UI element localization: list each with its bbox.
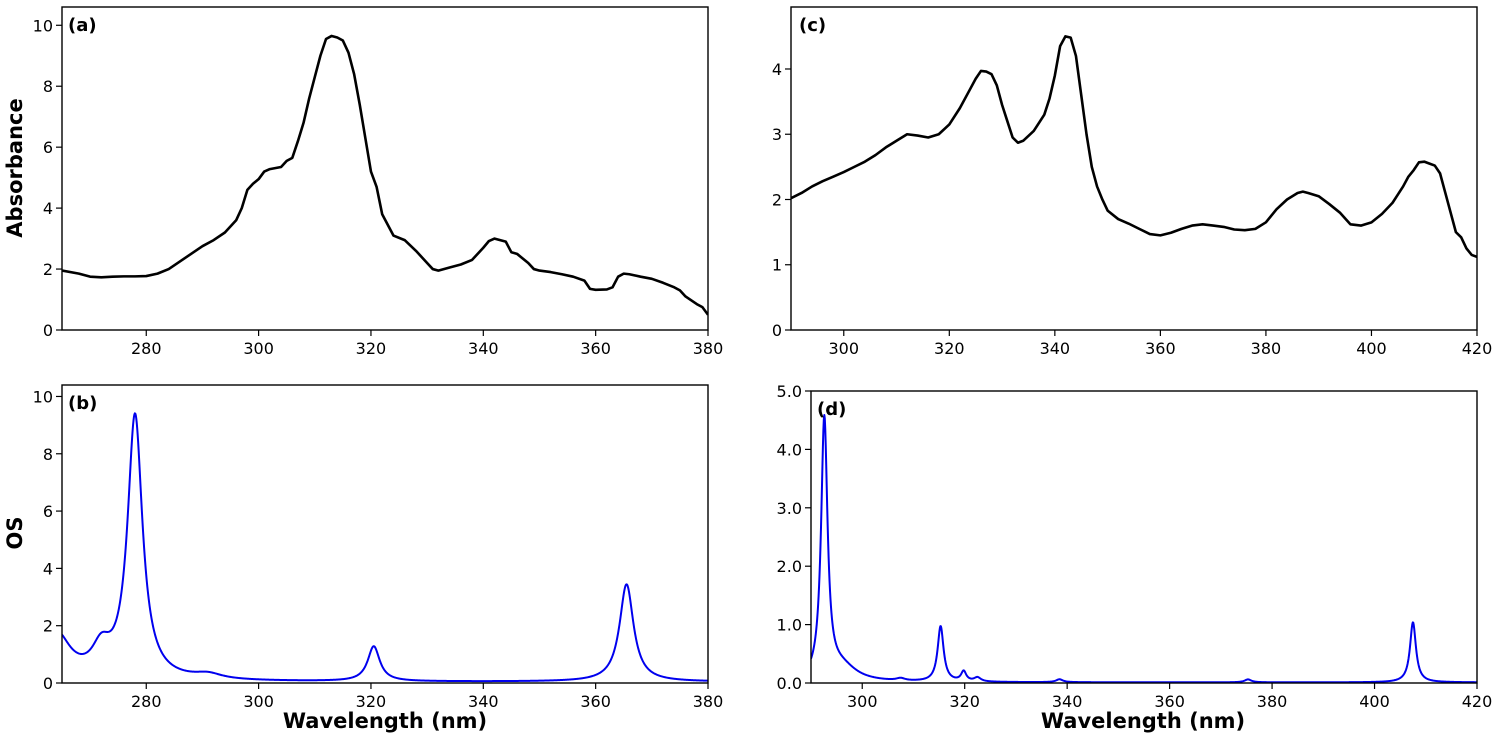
y-tick-label-c: 1 <box>772 256 782 275</box>
y-tick-label-a: 10 <box>33 16 53 35</box>
y-tick-label-b: 0 <box>43 674 53 693</box>
x-tick-label-d: 340 <box>1052 692 1083 711</box>
y-tick-label-d: 4.0 <box>777 440 802 459</box>
x-tick-label-b: 280 <box>131 692 162 711</box>
y-tick-label-a: 6 <box>43 138 53 157</box>
plot-frame-b <box>61 384 709 684</box>
y-tick-label-d: 0.0 <box>777 674 802 693</box>
x-tick-label-d: 380 <box>1257 692 1288 711</box>
x-tick-label-c: 400 <box>1356 339 1387 358</box>
panel-label-b: (b) <box>68 393 97 414</box>
y-tick-label-d: 2.0 <box>777 557 802 576</box>
x-tick-label-c: 300 <box>828 339 859 358</box>
series-line-a <box>62 34 708 316</box>
y-tick-label-b: 4 <box>43 559 53 578</box>
x-tick-label-b: 340 <box>468 692 499 711</box>
x-tick-label-d: 400 <box>1359 692 1390 711</box>
series-line-d <box>811 413 1477 683</box>
y-tick-label-b: 2 <box>43 617 53 636</box>
y-tick-label-c: 2 <box>772 190 782 209</box>
plot-frame-a <box>61 6 709 331</box>
plot-frame-c <box>790 6 1478 331</box>
x-tick-label-c: 420 <box>1462 339 1493 358</box>
y-tick-label-c: 3 <box>772 125 782 144</box>
series-line-b <box>62 412 708 683</box>
y-tick-label-b: 6 <box>43 502 53 521</box>
x-tick-label-a: 360 <box>580 339 611 358</box>
absorbance-axis-title: Absorbance <box>3 98 27 237</box>
panel-a: 280 300 320 340 360 380 0 2 4 6 8 10 (a) <box>33 6 724 358</box>
os-axis-title: OS <box>3 517 27 550</box>
x-tick-label-b: 320 <box>356 692 387 711</box>
y-tick-label-a: 0 <box>43 321 53 340</box>
y-tick-label-a: 4 <box>43 199 53 218</box>
y-tick-label-d: 1.0 <box>777 616 802 635</box>
panel-c: 300 320 340 360 380 400 420 0 1 2 3 4 (c) <box>772 6 1493 358</box>
x-tick-label-b: 300 <box>243 692 274 711</box>
x-tick-label-a: 380 <box>693 339 724 358</box>
panel-label-d: (d) <box>817 399 846 420</box>
x-tick-label-a: 300 <box>243 339 274 358</box>
y-tick-label-b: 10 <box>33 387 53 406</box>
panel-d: 300 320 340 360 380 400 420 0.0 1.0 2.0 3.0 4.0 5.0 (… <box>777 382 1493 711</box>
y-tick-label-d: 5.0 <box>777 382 802 401</box>
y-tick-label-c: 4 <box>772 60 782 79</box>
x-tick-label-a: 280 <box>131 339 162 358</box>
x-tick-label-b: 380 <box>693 692 724 711</box>
series-line-c <box>791 35 1477 259</box>
wavelength-axis-title-left: Wavelength (nm) <box>283 709 487 733</box>
x-tick-label-d: 360 <box>1154 692 1185 711</box>
wavelength-axis-title-right: Wavelength (nm) <box>1041 709 1245 733</box>
y-tick-label-b: 8 <box>43 445 53 464</box>
y-tick-label-a: 2 <box>43 260 53 279</box>
x-tick-label-c: 320 <box>934 339 965 358</box>
panel-label-c: (c) <box>799 15 826 36</box>
y-tick-label-d: 3.0 <box>777 499 802 518</box>
x-tick-label-a: 320 <box>356 339 387 358</box>
x-tick-label-c: 380 <box>1251 339 1282 358</box>
x-tick-label-d: 320 <box>949 692 980 711</box>
y-tick-label-c: 0 <box>772 321 782 340</box>
x-tick-label-b: 360 <box>580 692 611 711</box>
x-tick-label-d: 300 <box>847 692 878 711</box>
panel-label-a: (a) <box>68 15 97 36</box>
panel-b: 280 300 320 340 360 380 0 2 4 6 8 10 (b) <box>33 384 724 711</box>
plot-frame-d <box>810 390 1478 684</box>
x-tick-label-c: 360 <box>1145 339 1176 358</box>
x-tick-label-d: 420 <box>1462 692 1493 711</box>
y-tick-label-a: 8 <box>43 77 53 96</box>
x-tick-label-a: 340 <box>468 339 499 358</box>
x-tick-label-c: 340 <box>1040 339 1071 358</box>
